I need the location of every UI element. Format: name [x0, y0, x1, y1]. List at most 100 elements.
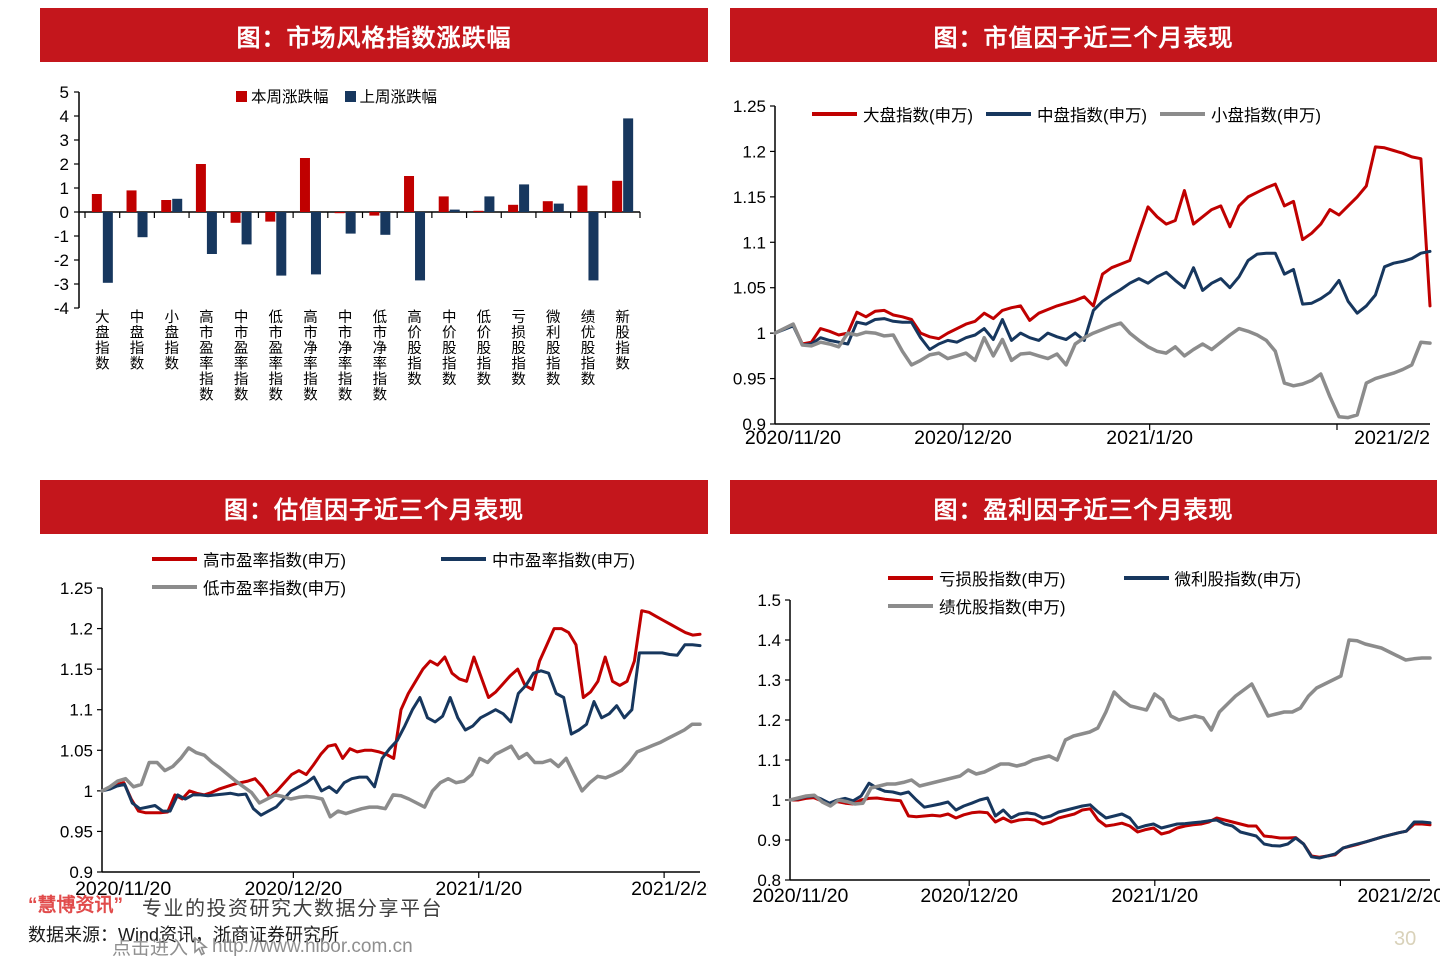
svg-text:3: 3 — [60, 131, 69, 150]
svg-text:亏损股指数: 亏损股指数 — [511, 310, 526, 388]
legend-label: 高市盈率指数(申万) — [203, 552, 346, 570]
chart-title-valuation-factor: 图：估值因子近三个月表现 — [40, 480, 708, 534]
legend-item: 绩优股指数(申万) — [888, 594, 1066, 618]
legend-profit-factor-row2: 绩优股指数(申万) — [888, 594, 1066, 618]
svg-text:1.3: 1.3 — [757, 671, 781, 690]
legend-swatch — [888, 603, 933, 609]
link-prefix: 点击进入 — [112, 938, 189, 959]
svg-text:1.2: 1.2 — [69, 620, 93, 639]
svg-text:1: 1 — [84, 782, 93, 801]
legend-swatch — [236, 90, 247, 102]
svg-text:2021/1/20: 2021/1/20 — [1111, 885, 1198, 907]
legend-style-index: 本周涨跌幅 上周涨跌幅 — [236, 85, 437, 107]
legend-label: 绩优股指数(申万) — [939, 599, 1066, 617]
svg-text:高市净率指数: 高市净率指数 — [303, 309, 318, 404]
legend-label: 中市盈率指数(申万) — [492, 552, 635, 570]
legend-swatch — [1160, 111, 1205, 117]
svg-text:1.25: 1.25 — [60, 579, 93, 598]
legend-label: 低市盈率指数(申万) — [203, 580, 346, 598]
legend-profit-factor-row1: 亏损股指数(申万) 微利股指数(申万) — [888, 566, 1301, 590]
legend-label: 中盘指数(申万) — [1037, 107, 1147, 125]
svg-text:1: 1 — [757, 324, 766, 343]
legend-swatch — [152, 556, 197, 562]
legend-swatch — [152, 584, 197, 590]
svg-text:1.25: 1.25 — [733, 97, 766, 116]
legend-label: 亏损股指数(申万) — [939, 571, 1066, 589]
svg-text:1.4: 1.4 — [757, 631, 781, 650]
svg-text:新股指数: 新股指数 — [615, 309, 630, 373]
legend-swatch — [888, 575, 933, 581]
legend-item: 小盘指数(申万) — [1160, 102, 1321, 126]
chart-title-market-cap-factor: 图：市值因子近三个月表现 — [730, 8, 1437, 62]
svg-text:1.1: 1.1 — [757, 751, 781, 770]
svg-text:2020/12/20: 2020/12/20 — [245, 878, 343, 900]
legend-item: 亏损股指数(申万) — [888, 566, 1066, 590]
svg-text:0.95: 0.95 — [733, 370, 766, 389]
svg-text:0.9: 0.9 — [757, 831, 781, 850]
svg-text:2020/11/20: 2020/11/20 — [745, 427, 841, 449]
chart-title-style-index: 图：市场风格指数涨跌幅 — [40, 8, 708, 62]
legend-swatch — [344, 90, 356, 102]
svg-text:2021/1/20: 2021/1/20 — [1106, 427, 1193, 449]
brand-watermark: “慧博资讯” — [28, 895, 124, 916]
svg-text:2020/12/20: 2020/12/20 — [914, 427, 1012, 449]
svg-text:1.1: 1.1 — [742, 233, 766, 252]
legend-label: 上周涨跌幅 — [359, 89, 438, 106]
legend-item: 高市盈率指数(申万) — [152, 547, 346, 571]
svg-text:2020/11/20: 2020/11/20 — [752, 885, 848, 907]
legend-item: 上周涨跌幅 — [344, 85, 438, 107]
hand-cursor-icon — [192, 936, 209, 957]
link-watermark: 点击进入 http://www.hibor.com.cn — [112, 933, 413, 960]
style-index-bar-chart: 5 4 3 2 1 0 -1 -2 -3 -4 大盘指数 中盘指数 小盘指数 高市盈率指数 中市盈率指数 低市… — [54, 83, 641, 404]
svg-text:-1: -1 — [54, 227, 69, 246]
svg-text:2021/2/2: 2021/2/2 — [1354, 427, 1430, 449]
legend-market-cap-factor: 大盘指数(申万) 中盘指数(申万) 小盘指数(申万) — [812, 102, 1321, 126]
svg-text:2020/12/20: 2020/12/20 — [920, 885, 1018, 907]
legend-label: 本周涨跌幅 — [251, 89, 329, 106]
legend-swatch — [986, 111, 1031, 117]
svg-text:1.05: 1.05 — [733, 279, 766, 298]
legend-swatch — [441, 556, 486, 562]
svg-text:高价股指数: 高价股指数 — [407, 309, 422, 388]
legend-item: 中盘指数(申万) — [986, 102, 1147, 126]
legend-label: 大盘指数(申万) — [863, 107, 973, 125]
svg-text:1.2: 1.2 — [742, 142, 766, 161]
svg-text:5: 5 — [60, 83, 69, 102]
svg-text:1.5: 1.5 — [757, 591, 781, 610]
svg-text:2021/2/20: 2021/2/20 — [1357, 885, 1440, 907]
svg-text:1: 1 — [60, 179, 69, 198]
legend-swatch — [812, 111, 857, 117]
svg-text:2021/2/20: 2021/2/20 — [631, 878, 708, 900]
svg-text:1: 1 — [772, 791, 781, 810]
svg-text:2021/1/20: 2021/1/20 — [435, 878, 522, 900]
legend-item: 本周涨跌幅 — [236, 85, 329, 107]
data-source-line: 数据来源：Wind资讯，浙商证券研究所 — [28, 925, 340, 945]
svg-text:低市盈率指数: 低市盈率指数 — [269, 309, 284, 404]
legend-valuation-factor-row2: 低市盈率指数(申万) — [152, 575, 346, 599]
legend-valuation-factor-row1: 高市盈率指数(申万) 中市盈率指数(申万) — [152, 547, 635, 571]
svg-text:中市净率指数: 中市净率指数 — [338, 309, 353, 404]
svg-text:4: 4 — [60, 107, 69, 126]
svg-text:高市盈率指数: 高市盈率指数 — [199, 309, 214, 404]
svg-text:1.05: 1.05 — [60, 741, 93, 760]
svg-text:大盘指数: 大盘指数 — [95, 309, 110, 373]
legend-item: 微利股指数(申万) — [1123, 566, 1302, 590]
legend-label: 微利股指数(申万) — [1174, 571, 1302, 589]
svg-text:1.15: 1.15 — [733, 188, 766, 207]
svg-text:0.95: 0.95 — [60, 822, 93, 841]
svg-text:0.8: 0.8 — [757, 871, 781, 890]
legend-item: 中市盈率指数(申万) — [441, 547, 635, 571]
legend-item: 低市盈率指数(申万) — [152, 575, 346, 599]
svg-text:0: 0 — [60, 203, 69, 222]
svg-text:-2: -2 — [54, 251, 69, 270]
svg-text:低价股指数: 低价股指数 — [477, 309, 492, 388]
svg-text:中市盈率指数: 中市盈率指数 — [234, 309, 249, 404]
svg-text:中价股指数: 中价股指数 — [442, 309, 457, 388]
chart-title-profit-factor: 图：盈利因子近三个月表现 — [730, 480, 1437, 534]
svg-text:0.9: 0.9 — [69, 863, 93, 882]
svg-text:0.9: 0.9 — [742, 415, 766, 434]
legend-item: 大盘指数(申万) — [812, 102, 973, 126]
